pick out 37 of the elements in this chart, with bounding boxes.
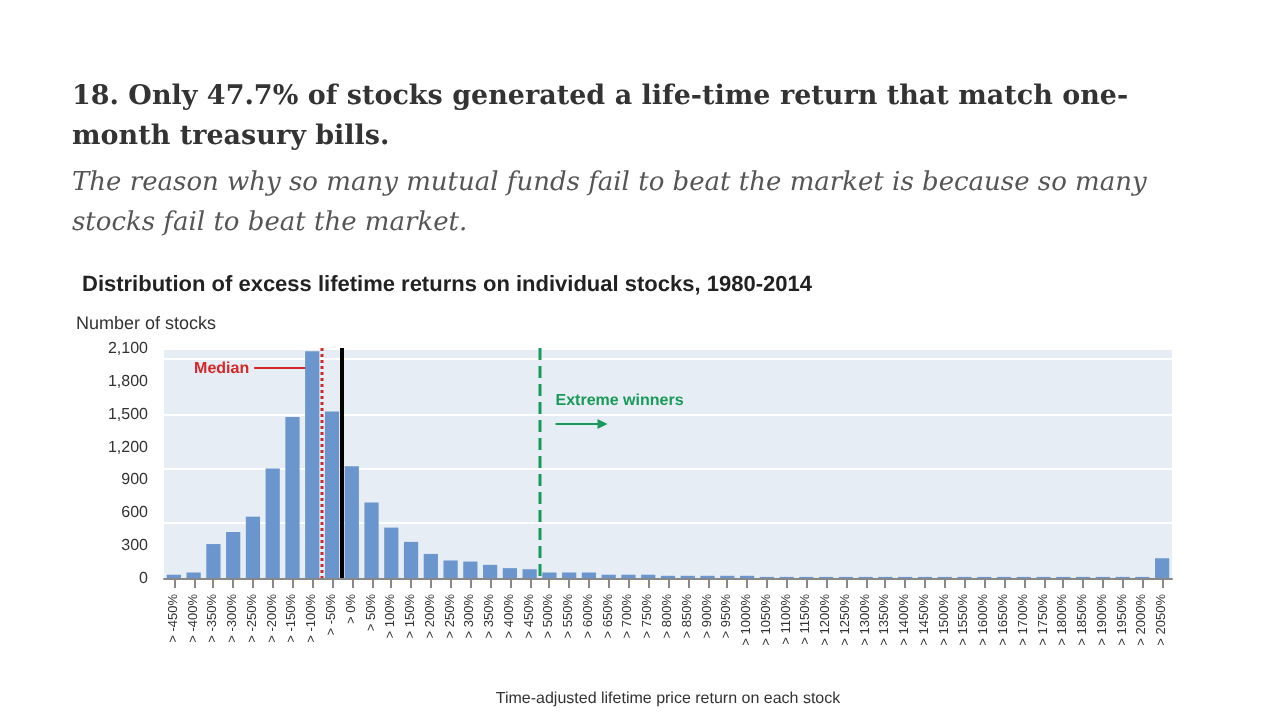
y-tick-label: 1,800 [107,371,150,390]
bar [562,572,577,578]
bar [502,568,517,578]
y-tick-label: 600 [121,503,150,522]
bar [344,466,359,578]
bar [226,532,241,578]
chart-title: 18. Only 47.7% of stocks generated a life-time return that match one-month treasury bills. [72,78,1131,156]
bar [581,572,597,578]
x-axis-title: Time-adjusted lifetime price return on each stock [495,689,843,707]
ref-line-label: Median [194,359,250,377]
bar [206,544,221,578]
bar [423,553,438,578]
bar [364,502,379,578]
bar [305,351,320,578]
bar [186,572,201,578]
y-tick-label: 300 [121,536,150,555]
bar [443,560,458,578]
bar [265,468,280,578]
ref-line-label: Extreme winners [555,391,685,409]
bar [285,417,300,578]
y-axis-title: Number of stocks [76,313,218,333]
bar [245,516,261,578]
bar [542,572,557,578]
y-tick-label: 0 [139,569,150,587]
y-tick-label: 2,100 [107,339,150,357]
bar [1155,558,1170,578]
bar [463,561,478,578]
y-tick-label: 1,500 [107,404,150,423]
y-tick-label: 900 [121,470,150,489]
bar [384,527,399,578]
text: Distribution of excess lifetime returns on individual stocks, 1980-2014 [82,273,814,297]
bar [483,564,498,578]
y-tick-label: 1,200 [107,437,150,456]
bar [324,411,340,578]
chart-subtitle: The reason why so many mutual funds fail to beat the market is because so many stocks fail to beat the market. [72,166,1149,242]
bar [403,541,419,578]
bar [522,569,537,578]
